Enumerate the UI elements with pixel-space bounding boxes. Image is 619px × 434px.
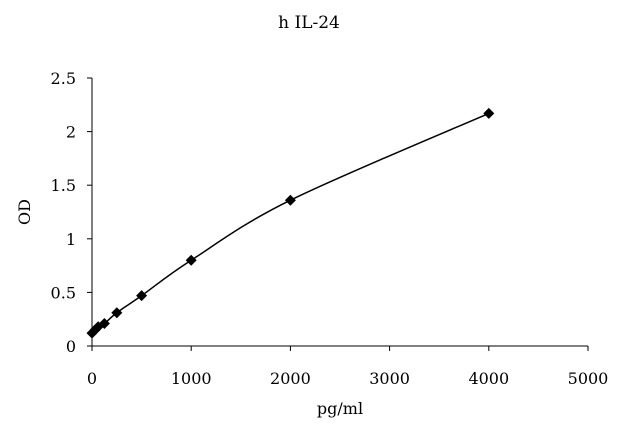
x-axis-ticks: 0 1000 2000 3000 4000 5000 xyxy=(87,346,608,388)
y-axis-ticks: 0 0.5 1 1.5 2 2.5 xyxy=(51,69,92,356)
y-tick-label: 1.5 xyxy=(51,176,76,195)
x-tick-label: 1000 xyxy=(171,369,212,388)
x-tick-label: 2000 xyxy=(270,369,311,388)
data-point-diamond xyxy=(111,307,123,319)
x-axis-label: pg/ml xyxy=(317,399,363,418)
data-point-diamond xyxy=(483,107,495,119)
y-axis-label: OD xyxy=(15,199,34,225)
data-point-diamond xyxy=(136,290,148,302)
chart-title: h IL-24 xyxy=(278,13,340,33)
y-tick-label: 0 xyxy=(66,337,76,356)
y-tick-label: 2.5 xyxy=(51,69,76,88)
x-tick-label: 0 xyxy=(87,369,97,388)
y-tick-label: 2 xyxy=(66,123,76,142)
y-tick-label: 1 xyxy=(66,230,76,249)
axes xyxy=(91,78,588,347)
data-markers xyxy=(86,107,495,339)
y-tick-label: 0.5 xyxy=(51,283,76,302)
x-tick-label: 5000 xyxy=(568,369,609,388)
x-tick-label: 4000 xyxy=(468,369,509,388)
data-point-diamond xyxy=(185,254,197,266)
data-point-diamond xyxy=(98,317,110,329)
data-point-diamond xyxy=(284,194,296,206)
x-tick-label: 3000 xyxy=(369,369,410,388)
trend-line xyxy=(91,112,490,334)
